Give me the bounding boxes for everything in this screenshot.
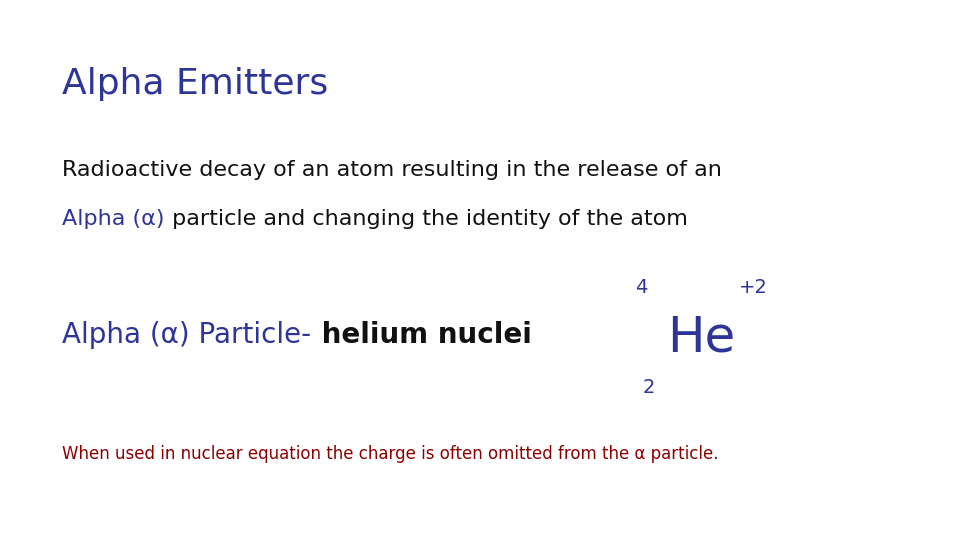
Text: particle and changing the identity of the atom: particle and changing the identity of th… (165, 208, 687, 229)
Text: Alpha (α): Alpha (α) (62, 208, 165, 229)
Text: Radioactive decay of an atom resulting in the release of an: Radioactive decay of an atom resulting i… (62, 160, 722, 180)
Text: +2: +2 (739, 278, 768, 297)
Text: He: He (667, 314, 735, 361)
Text: Alpha (α) Particle-: Alpha (α) Particle- (62, 321, 312, 349)
Text: 2: 2 (642, 378, 655, 397)
Text: helium nuclei: helium nuclei (312, 321, 532, 349)
Text: Alpha Emitters: Alpha Emitters (62, 67, 328, 100)
Text: 4: 4 (636, 278, 648, 297)
Text: When used in nuclear equation the charge is often omitted from the α particle.: When used in nuclear equation the charge… (62, 444, 719, 463)
